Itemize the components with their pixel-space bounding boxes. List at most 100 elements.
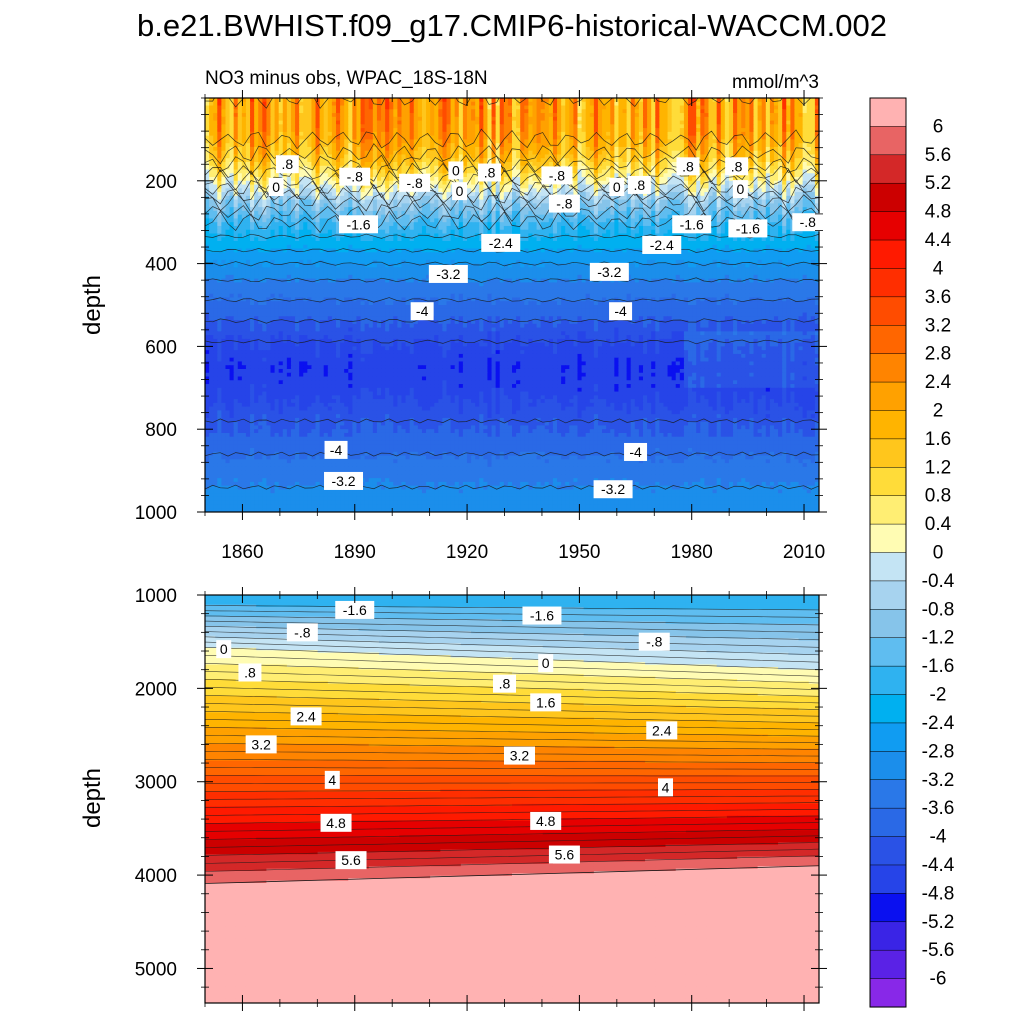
contour-line — [205, 815, 819, 824]
contour-label-box — [324, 770, 340, 789]
colorbar-label: -4 — [930, 827, 947, 848]
colorbar-label: -1.2 — [922, 628, 955, 649]
colorbar-swatch — [869, 296, 907, 326]
contour-label: -4 — [614, 303, 627, 319]
contour-line — [205, 143, 819, 166]
colorbar-label: -4.8 — [922, 883, 955, 904]
contour-line — [205, 176, 819, 199]
colorbar-label: 1.2 — [925, 457, 951, 478]
contour-label: 0 — [736, 181, 744, 197]
colorbar-label: 2 — [933, 400, 944, 421]
contour-line — [205, 802, 819, 808]
contour-label-box — [428, 264, 468, 283]
colorbar-label: -0.4 — [922, 571, 955, 592]
contour-label-box — [335, 600, 375, 619]
contour-line — [205, 695, 819, 710]
colorbar-label: -5.2 — [922, 912, 955, 933]
contour-line — [205, 277, 819, 283]
contour-line — [205, 663, 819, 684]
contour-label: 4.8 — [536, 813, 556, 829]
contour-label: -2.4 — [489, 235, 513, 251]
contour-label-box — [324, 440, 348, 459]
contour-label: -2.4 — [650, 237, 674, 253]
contour-line — [205, 822, 819, 832]
y-tick-label: 1000 — [135, 503, 177, 524]
colorbar-label: 4.4 — [925, 230, 952, 251]
colorbar-swatch — [869, 467, 907, 497]
y-axis-label: depth — [79, 768, 106, 828]
contour-label-box — [646, 721, 678, 740]
contour-label: 4 — [662, 779, 670, 795]
contour-label-box — [245, 735, 277, 754]
colorbar-swatch — [869, 978, 907, 1008]
contour-label: -.8 — [406, 175, 423, 191]
contour-label: -3.2 — [601, 481, 625, 497]
contour-label-box — [478, 163, 502, 182]
contour-label: -3.2 — [436, 266, 460, 282]
contour-label: 0 — [272, 179, 280, 195]
colorbar-label: 1.6 — [925, 429, 951, 450]
contour-label: 0 — [613, 179, 621, 195]
colorbar-swatch — [869, 751, 907, 781]
colorbar-label: -2 — [930, 685, 947, 706]
upper-plot-frame — [204, 97, 820, 513]
contour-label: -4 — [330, 442, 343, 458]
contour-line — [205, 620, 819, 633]
contour-line — [205, 605, 819, 611]
contour-label: -.8 — [646, 634, 663, 650]
colorbar-swatch — [869, 495, 907, 525]
contour-label-box — [624, 442, 648, 461]
contour-label-box — [658, 778, 673, 797]
lower-panel: -1.6 -1.6 -.8 -.8 0 0 .8 .8 1.6 2.4 2.4 3.2 3.2 4 4 4.8… — [79, 586, 827, 1011]
colorbar-label: 3.2 — [925, 315, 951, 336]
contour-label: 0 — [456, 183, 464, 199]
contour-label: -4 — [629, 444, 642, 460]
colorbar-swatch — [869, 807, 907, 838]
contour-label: -4 — [416, 303, 429, 319]
contour-line — [205, 767, 819, 770]
contour-label-box — [530, 693, 562, 712]
contour-line — [205, 169, 819, 193]
units-label: mmol/m^3 — [732, 72, 819, 93]
contour-label: .8 — [484, 165, 496, 181]
x-tick-label: 1890 — [334, 542, 376, 563]
colorbar-label: 5.6 — [925, 145, 951, 166]
contour-line — [205, 855, 819, 872]
contour-label-box — [268, 178, 284, 197]
contour-label: 3.2 — [251, 736, 271, 752]
contour-label: -1.6 — [343, 602, 367, 618]
contour-label-box — [238, 663, 262, 682]
contour-label-box — [538, 654, 554, 673]
contour-label-box — [638, 632, 670, 651]
colorbar-swatch — [869, 637, 907, 667]
contour-label-box — [609, 178, 625, 197]
contour-line — [205, 210, 819, 234]
contour-line — [205, 318, 819, 324]
x-tick-label: 1950 — [558, 542, 600, 563]
contour-label: .8 — [682, 158, 694, 174]
colorbar-label: 6 — [933, 116, 944, 137]
contour-line — [205, 297, 819, 303]
contour-label: .8 — [633, 177, 645, 193]
contour-label-box — [548, 845, 580, 864]
contour-line — [205, 655, 819, 677]
contour-label: -.8 — [294, 624, 311, 640]
contour-label-box — [216, 640, 232, 659]
contour-label: -1.6 — [736, 220, 760, 236]
y-tick-label: 1000 — [135, 586, 177, 607]
contour-line — [205, 190, 819, 214]
y-tick-label: 600 — [145, 337, 177, 358]
colorbar-label: 0 — [933, 543, 944, 564]
contour-label: 2.4 — [296, 708, 316, 724]
contour-label-box — [320, 813, 352, 832]
colorbar-label: 5.2 — [925, 173, 951, 194]
contour-label-box — [481, 233, 521, 252]
chart-title: b.e21.BWHIST.f09_g17.CMIP6-historical-WA… — [137, 8, 887, 43]
y-tick-label: 2000 — [135, 679, 177, 700]
contour-label: -1.6 — [530, 608, 554, 624]
contour-line — [205, 200, 819, 223]
contour-label: 0 — [452, 162, 460, 178]
colorbar-swatch — [869, 921, 907, 951]
contour-label: 5.6 — [555, 847, 575, 863]
colorbar-frame — [869, 97, 907, 1008]
